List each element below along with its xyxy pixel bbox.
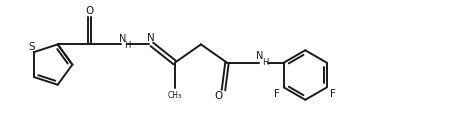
Text: N: N: [256, 51, 263, 61]
Text: N: N: [119, 34, 126, 44]
Text: S: S: [28, 42, 35, 52]
Text: H: H: [261, 58, 268, 67]
Text: O: O: [213, 91, 222, 101]
Text: F: F: [330, 89, 335, 99]
Text: N: N: [147, 33, 155, 43]
Text: CH₃: CH₃: [167, 91, 182, 100]
Text: F: F: [273, 89, 279, 99]
Text: O: O: [85, 6, 93, 16]
Text: H: H: [124, 41, 131, 50]
